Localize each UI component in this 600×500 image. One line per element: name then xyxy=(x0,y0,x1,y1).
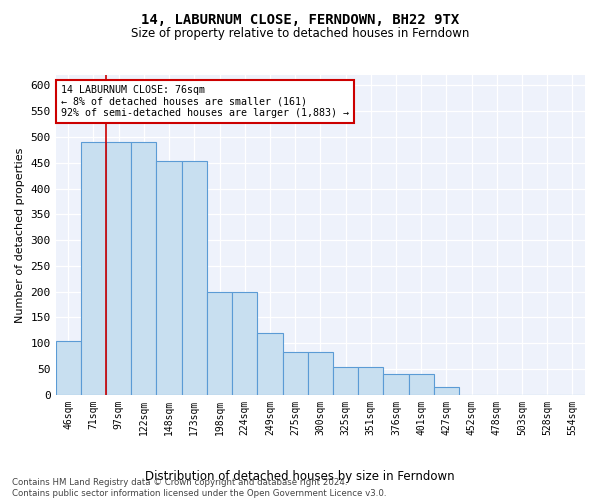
Bar xyxy=(333,366,358,395)
Bar xyxy=(56,340,81,395)
Text: Distribution of detached houses by size in Ferndown: Distribution of detached houses by size … xyxy=(145,470,455,483)
Text: 14, LABURNUM CLOSE, FERNDOWN, BH22 9TX: 14, LABURNUM CLOSE, FERNDOWN, BH22 9TX xyxy=(141,12,459,26)
Bar xyxy=(232,292,257,395)
Bar xyxy=(131,142,157,395)
Bar xyxy=(358,366,383,395)
Bar xyxy=(157,161,182,395)
Y-axis label: Number of detached properties: Number of detached properties xyxy=(15,148,25,322)
Bar xyxy=(81,142,106,395)
Text: Contains HM Land Registry data © Crown copyright and database right 2024.
Contai: Contains HM Land Registry data © Crown c… xyxy=(12,478,386,498)
Text: 14 LABURNUM CLOSE: 76sqm
← 8% of detached houses are smaller (161)
92% of semi-d: 14 LABURNUM CLOSE: 76sqm ← 8% of detache… xyxy=(61,84,349,118)
Bar xyxy=(106,142,131,395)
Bar xyxy=(434,387,459,395)
Bar xyxy=(207,292,232,395)
Bar xyxy=(383,374,409,395)
Bar xyxy=(409,374,434,395)
Bar xyxy=(308,352,333,395)
Bar xyxy=(182,161,207,395)
Bar xyxy=(257,333,283,395)
Bar xyxy=(283,352,308,395)
Text: Size of property relative to detached houses in Ferndown: Size of property relative to detached ho… xyxy=(131,28,469,40)
